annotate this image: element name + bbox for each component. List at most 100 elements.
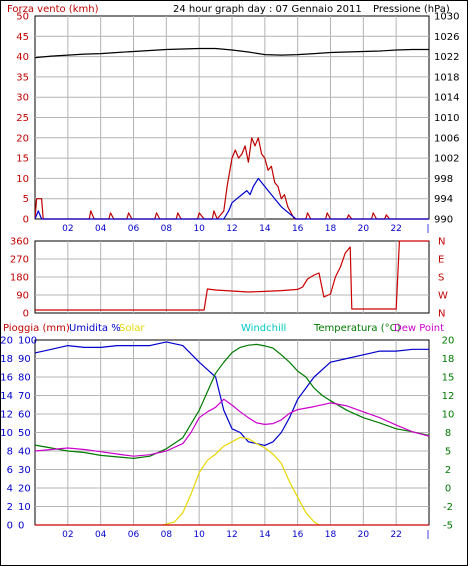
wind-y-tick-label: 10 [16,174,29,185]
pressure-y-tick-label: 1002 [434,154,459,165]
x-tick-label: 02 [62,224,73,234]
pressure-y-tick-label: 1014 [434,93,459,104]
pressure-y-tick-label: 1010 [434,113,459,124]
temperature-y-tick-label: 5 [445,447,451,458]
wind-y-tick-label: 15 [16,154,29,165]
legend-pioggia: Pioggia (mm) [3,323,70,334]
temperature-y-tick-label: 0 [445,484,451,495]
x-tick-label: 12 [226,530,237,540]
wind-axis-title: Forza vento (kmh) [7,4,99,15]
wind-y-tick-label: 40 [16,52,29,63]
pioggia-y-tick-label: 12 [1,410,13,421]
temperature-y-tick-label: 10 [442,410,455,421]
pioggia-y-tick-label: 14 [1,391,13,402]
wind-y-tick-label: 5 [23,194,29,205]
direction-y-tick-label: 90 [16,291,29,302]
pioggia-y-tick-label: 16 [1,373,13,384]
wind-y-tick-label: 35 [16,72,29,83]
series-line-raffica [34,137,429,220]
pressure-y-tick-label: 998 [434,174,453,185]
compass-tick-label: E [438,255,444,266]
temperature-y-tick-label: 18 [442,354,455,365]
pioggia-y-tick-label: 4 [7,484,13,495]
x-tick-end-mark: | [426,224,429,234]
pioggia-y-tick-label: 18 [1,354,13,365]
pressure-y-tick-label: 1022 [434,52,459,63]
x-tick-label: 12 [226,224,237,234]
compass-tick-label: N [438,309,445,320]
umidita-y-tick-label: 100 [18,336,37,347]
pioggia-y-tick-label: 0 [7,521,13,532]
x-tick-label: 04 [95,530,107,540]
series-line-temperatura [34,343,430,459]
wind-y-tick-label: 50 [16,12,29,23]
x-tick-label: 14 [259,530,271,540]
compass-tick-label: N [438,237,445,248]
series-line-solar [162,436,320,526]
series-layer [34,47,430,526]
temperature-y-tick-label: 12 [442,391,455,402]
legend-windchill: Windchill [241,323,286,334]
umidita-y-tick-label: 40 [18,447,31,458]
temperature-y-tick-label: -2 [443,502,453,513]
x-tick-label: 04 [95,224,107,234]
series-line-dew-point [34,398,430,457]
temperature-y-tick-label: -5 [443,521,453,532]
compass-tick-label: S [438,273,444,284]
x-tick-label: 22 [390,530,401,540]
x-tick-label: 10 [193,530,205,540]
umidita-y-tick-label: 10 [18,502,31,513]
legend-dew-point: Dew Point [394,323,444,334]
series-line-umidita- [34,341,429,446]
legend-solar: Solar [119,323,145,334]
x-tick-label: 18 [325,530,337,540]
x-tick-label: 22 [390,224,401,234]
x-tick-label: 06 [128,530,140,540]
umidita-y-tick-label: 80 [18,373,31,384]
pressure-y-tick-label: 990 [434,215,453,226]
pressure-y-tick-label: 1026 [434,32,459,43]
series-line-direction [35,240,429,311]
x-tick-label: 20 [358,530,370,540]
x-tick-label: 06 [128,224,140,234]
temperature-y-tick-label: 20 [442,336,455,347]
wind-y-tick-label: 25 [16,113,29,124]
temperature-y-tick-label: 15 [442,373,455,384]
wind-y-tick-label: 20 [16,133,29,144]
x-tick-label: 08 [161,224,173,234]
pressure-y-tick-label: 994 [434,194,453,205]
series-line-pressione [34,47,429,59]
wind-y-tick-label: 45 [16,32,29,43]
legend-temperatura: Temperatura (°C) [313,323,401,334]
tick-label-layer: 0510152025303540455099099499810021006101… [1,12,459,541]
umidita-y-tick-label: 30 [18,465,31,476]
wind-y-tick-label: 0 [23,215,29,226]
direction-y-tick-label: 360 [10,237,29,248]
direction-y-tick-label: 180 [10,273,29,284]
direction-y-tick-label: 0 [23,309,29,320]
umidita-y-tick-label: 70 [18,391,31,402]
pioggia-y-tick-label: 8 [7,447,13,458]
pressure-y-tick-label: 1030 [434,12,459,23]
compass-tick-label: W [438,291,448,302]
pioggia-y-tick-label: 10 [1,428,13,439]
chart-title: 24 hour graph day : 07 Gennaio 2011 [173,4,362,15]
x-tick-label: 14 [259,224,271,234]
pioggia-y-tick-label: 6 [7,465,13,476]
umidita-y-tick-label: 50 [18,428,31,439]
umidita-y-tick-label: 90 [18,354,31,365]
temperature-y-tick-label: 2 [445,465,451,476]
umidita-y-tick-label: 60 [18,410,31,421]
x-tick-label: 08 [161,530,173,540]
umidita-y-tick-label: 20 [18,484,31,495]
grid-layer [35,16,429,525]
x-tick-label: 16 [292,224,304,234]
wind-y-tick-label: 30 [16,93,29,104]
pressure-y-tick-label: 1006 [434,133,459,144]
x-tick-label: 20 [358,224,370,234]
temperature-y-tick-label: 8 [445,428,451,439]
x-tick-end-mark: | [426,530,429,540]
umidita-y-tick-label: 0 [18,521,24,532]
